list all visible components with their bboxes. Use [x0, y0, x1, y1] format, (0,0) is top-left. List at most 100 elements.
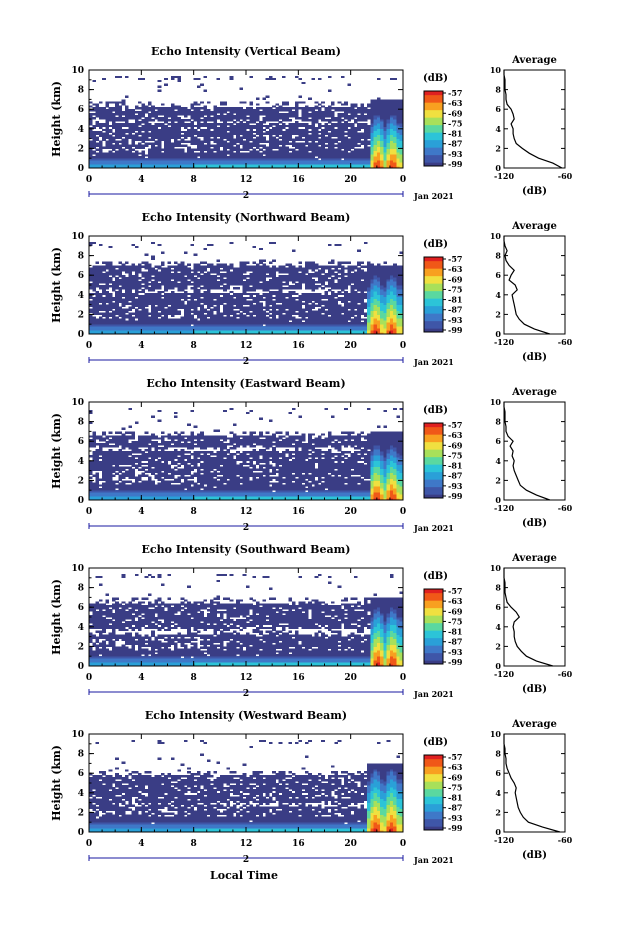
heatmap-cell: [111, 138, 116, 141]
heatmap-cell: [298, 148, 302, 151]
heatmap-cell: [89, 160, 93, 163]
heatmap-cell: [124, 265, 129, 268]
heatmap-cell: [131, 148, 136, 151]
heatmap-cell: [157, 150, 162, 153]
heatmap-cell: [147, 156, 152, 159]
heatmap-cell: [246, 130, 250, 134]
heatmap-cell: [157, 164, 162, 167]
heatmap-cell: [255, 122, 260, 126]
heatmap-cell: [183, 277, 188, 280]
heatmap-cell: [196, 273, 201, 276]
heatmap-cell: [324, 150, 329, 153]
heatmap-cell: [314, 126, 319, 130]
heatmap-cell: [239, 113, 244, 116]
heatmap-cell: [141, 288, 145, 292]
heatmap-cell: [308, 156, 312, 159]
heatmap-cell: [115, 162, 119, 165]
heatmap-cell: [160, 166, 165, 169]
heatmap-cell: [141, 160, 145, 163]
colorbar-tick-label: -69: [448, 108, 463, 118]
heatmap-cell: [193, 117, 198, 120]
colorbar-tick-label: -87: [448, 139, 462, 149]
heatmap-cell: [108, 158, 113, 161]
heatmap-cell: [154, 107, 159, 110]
heatmap-cell: [255, 292, 260, 296]
heatmap-cell: [239, 126, 244, 130]
heatmap-cell: [89, 146, 93, 149]
heatmap-cell: [115, 164, 119, 167]
heatmap-cell: [89, 120, 93, 124]
heatmap-cells: [89, 241, 404, 335]
heatmap-cell: [89, 308, 93, 311]
heatmap-cell: [301, 142, 306, 145]
heatmap-cell: [291, 130, 296, 134]
heatmap-cell: [98, 160, 103, 163]
heatmap-cell: [229, 124, 234, 128]
heatmap-cell: [288, 136, 293, 139]
heatmap-cell: [92, 117, 96, 120]
heatmap-cell: [265, 113, 270, 116]
heatmap-cell: [167, 158, 172, 161]
heatmap-cell: [268, 142, 273, 145]
heatmap-cell: [111, 117, 116, 120]
heatmap-cell: [157, 312, 162, 315]
heatmap-cell: [298, 77, 302, 81]
heatmap-cell: [118, 158, 123, 161]
heatmap-cell: [190, 117, 195, 120]
heatmap-cell: [249, 265, 253, 268]
heatmap-cell: [111, 166, 116, 169]
heatmap-cell: [206, 117, 211, 120]
heatmap-cell: [190, 126, 195, 130]
heatmap-cell: [242, 152, 247, 155]
heatmap-cell: [193, 111, 198, 114]
heatmap-cell: [285, 286, 289, 290]
heatmap-cell: [147, 115, 152, 118]
heatmap-cell: [295, 130, 299, 134]
heatmap-cell: [268, 241, 273, 245]
heatmap-cell: [174, 105, 178, 108]
heatmap-cell: [357, 148, 361, 151]
heatmap-cell: [147, 160, 152, 163]
heatmap-cell: [268, 164, 273, 167]
heatmap-cell: [128, 144, 132, 147]
heatmap-cell: [190, 292, 195, 296]
heatmap-cell: [321, 140, 325, 143]
heatmap-cell: [121, 148, 126, 151]
heatmap-cell: [246, 306, 250, 309]
heatmap-cell: [157, 128, 162, 132]
heatmap-cell: [206, 136, 211, 139]
heatmap-cell: [236, 156, 240, 159]
heatmap-cell: [268, 150, 273, 153]
heatmap-cell: [321, 124, 325, 128]
heatmap-cell: [314, 134, 319, 138]
heatmap-cell: [151, 160, 155, 163]
heatmap-cell: [174, 318, 178, 321]
heatmap-cell: [124, 158, 129, 161]
heatmap-cell: [187, 166, 191, 169]
heatmap-cell: [124, 320, 129, 323]
heatmap-cell: [193, 119, 198, 122]
heatmap-cell: [138, 146, 142, 149]
heatmap-cell: [255, 142, 260, 145]
heatmap-cell: [317, 113, 322, 116]
heatmap-cell: [252, 166, 257, 169]
heatmap-cell: [164, 126, 168, 130]
heatmap-cell: [92, 144, 96, 147]
heatmap-cell: [131, 130, 136, 134]
heatmap-cell: [232, 292, 237, 296]
heatmap-cell: [210, 156, 214, 159]
heatmap-cell: [115, 265, 119, 268]
heatmap-cell: [187, 300, 191, 304]
heatmap-cell: [151, 105, 155, 108]
heatmap-cell: [92, 79, 96, 83]
heatmap-cell: [327, 154, 332, 157]
heatmap-cell: [203, 130, 208, 134]
heatmap-cell: [128, 154, 132, 157]
heatmap-cell: [265, 148, 270, 151]
heatmap-cell: [98, 265, 103, 268]
heatmap-cell: [121, 119, 126, 122]
heatmap-cell: [259, 265, 263, 268]
heatmap-cell: [154, 164, 159, 167]
heatmap-cell: [180, 316, 185, 319]
average-y-tick-label: 6: [495, 104, 501, 114]
